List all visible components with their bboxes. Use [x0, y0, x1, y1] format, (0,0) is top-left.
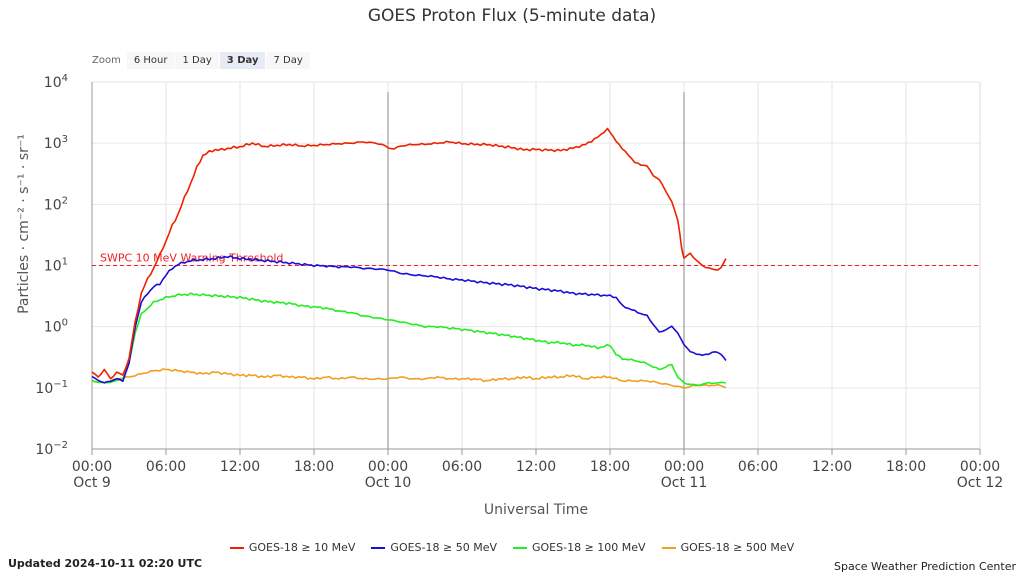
- x-tick-label: 12:00: [516, 459, 556, 475]
- x-tick-label: 00:00: [72, 459, 112, 475]
- series-line-s10[interactable]: [91, 127, 727, 380]
- legend-item-500mev[interactable]: GOES-18 ≥ 500 MeV: [661, 541, 795, 554]
- x-tick-label: 06:00: [738, 459, 778, 475]
- zoom-1-day-button[interactable]: 1 Day: [175, 51, 219, 69]
- x-tick-label: 18:00: [590, 459, 630, 475]
- x-tick-label: 00:00: [960, 459, 1000, 475]
- x-tick-date-label: Oct 9: [73, 475, 111, 491]
- y-tick-label: 104: [44, 73, 68, 91]
- legend-item-50mev[interactable]: GOES-18 ≥ 50 MeV: [371, 541, 497, 554]
- x-tick-date-label: Oct 12: [957, 475, 1003, 491]
- chart-title: GOES Proton Flux (5-minute data): [367, 6, 657, 26]
- series-line-s50[interactable]: [91, 255, 727, 384]
- x-tick-label: 12:00: [220, 459, 260, 475]
- legend-swatch-100mev: [513, 546, 527, 549]
- zoom-label: Zoom: [92, 54, 121, 66]
- y-tick-exponent: −2: [53, 440, 68, 451]
- y-tick-exponent: 3: [62, 134, 68, 145]
- zoom-6-hour-button[interactable]: 6 Hour: [126, 51, 175, 69]
- zoom-selector: Zoom 6 Hour 1 Day 3 Day 7 Day: [92, 50, 311, 70]
- x-tick-label: 06:00: [442, 459, 482, 475]
- legend-label-10mev: GOES-18 ≥ 10 MeV: [248, 541, 356, 554]
- series[interactable]: [91, 127, 727, 389]
- zoom-3-day-button[interactable]: 3 Day: [219, 51, 266, 69]
- credit-label: Space Weather Prediction Center: [834, 560, 1016, 573]
- legend-label-100mev: GOES-18 ≥ 100 MeV: [532, 541, 646, 554]
- series-line-s100[interactable]: [91, 292, 727, 387]
- x-tick-label: 00:00: [368, 459, 408, 475]
- x-tick-label: 06:00: [146, 459, 186, 475]
- legend-swatch-50mev: [371, 546, 386, 549]
- y-tick-label: 100: [44, 318, 68, 336]
- y-tick-label: 102: [44, 195, 68, 213]
- y-tick-label: 101: [44, 257, 68, 275]
- legend-swatch-500mev: [661, 546, 676, 549]
- threshold: SWPC 10 MeV Warning Threshold: [92, 252, 980, 266]
- legend-label-50mev: GOES-18 ≥ 50 MeV: [390, 541, 497, 554]
- threshold-label: SWPC 10 MeV Warning Threshold: [100, 252, 283, 265]
- legend-label-500mev: GOES-18 ≥ 500 MeV: [680, 541, 795, 554]
- y-tick-label: 10−1: [35, 379, 68, 397]
- x-axis-title: Universal Time: [483, 502, 589, 518]
- y-axis-title: Particles · cm⁻² · s⁻¹ · sr⁻¹: [16, 134, 32, 314]
- x-tick-label: 12:00: [812, 459, 852, 475]
- legend-swatch-10mev: [229, 546, 244, 549]
- series-line-s500[interactable]: [91, 368, 727, 389]
- y-tick-exponent: 4: [62, 73, 68, 84]
- x-tick-label: 18:00: [294, 459, 334, 475]
- y-tick-exponent: 2: [62, 195, 68, 206]
- updated-timestamp: Updated 2024-10-11 02:20 UTC: [8, 557, 203, 570]
- x-tick-label: 18:00: [886, 459, 926, 475]
- y-tick-label: 10−2: [35, 440, 68, 458]
- zoom-7-day-button[interactable]: 7 Day: [266, 51, 310, 69]
- y-tick-exponent: 0: [62, 318, 68, 329]
- y-tick-exponent: 1: [62, 257, 68, 268]
- legend: GOES-18 ≥ 10 MeV GOES-18 ≥ 50 MeV GOES-1…: [0, 541, 1024, 554]
- legend-item-100mev[interactable]: GOES-18 ≥ 100 MeV: [513, 541, 646, 554]
- legend-item-10mev[interactable]: GOES-18 ≥ 10 MeV: [229, 541, 356, 554]
- x-tick-date-label: Oct 10: [365, 475, 411, 491]
- y-tick-exponent: −1: [53, 379, 68, 390]
- y-tick-label: 103: [44, 134, 68, 152]
- x-tick-label: 00:00: [664, 459, 704, 475]
- x-tick-date-label: Oct 11: [661, 475, 707, 491]
